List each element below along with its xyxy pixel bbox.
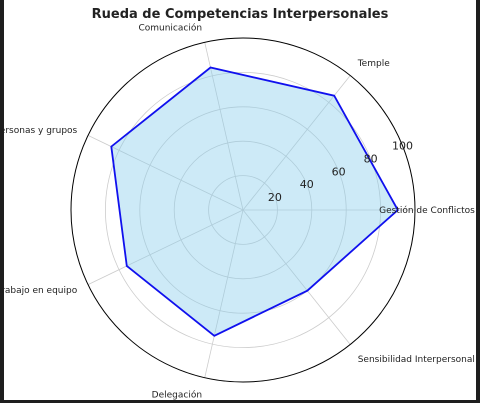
series-line xyxy=(110,66,399,337)
category-label: Delegación xyxy=(152,389,202,400)
chart-canvas: Rueda de Competencias Interpersonales Ge… xyxy=(4,0,476,400)
series-area xyxy=(111,67,398,336)
category-label: Temple xyxy=(357,59,390,69)
radial-tick-label: 60 xyxy=(332,165,346,178)
label-layer: Gestión de Conflictos Temple Comunicación D… xyxy=(4,23,475,400)
polar-frame xyxy=(70,37,416,383)
category-label: Trabajo en equipo xyxy=(4,286,78,296)
radial-tick-label: 100 xyxy=(392,140,413,153)
radial-tick-label: 20 xyxy=(268,191,282,204)
grid-spoke xyxy=(204,209,244,378)
radar-chart: Rueda de Competencias Interpersonales Ge… xyxy=(4,7,475,400)
category-label: Gestión de Conflictos xyxy=(379,205,475,216)
data-layer xyxy=(110,66,399,337)
grid-spoke xyxy=(242,75,351,211)
grid-layer xyxy=(70,37,416,383)
category-label: Dirección de personas y grupos xyxy=(4,125,78,136)
radial-tick-label: 80 xyxy=(364,152,378,165)
grid-spoke xyxy=(204,42,244,211)
grid-spoke xyxy=(242,209,351,345)
grid-spoke xyxy=(87,135,244,211)
category-label: Sensibilidad Interpersonal xyxy=(358,355,475,365)
category-label: Comunicación xyxy=(138,23,202,34)
chart-title: Rueda de Competencias Interpersonales xyxy=(92,7,389,22)
grid-spoke xyxy=(87,209,244,285)
radial-tick-label: 40 xyxy=(300,178,314,191)
